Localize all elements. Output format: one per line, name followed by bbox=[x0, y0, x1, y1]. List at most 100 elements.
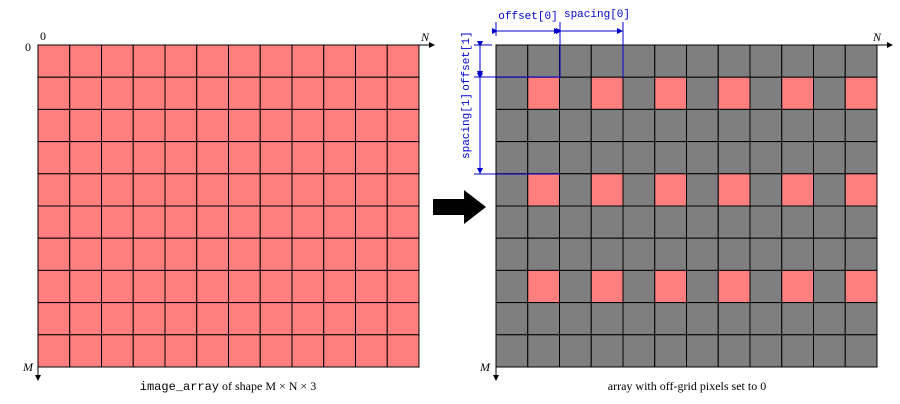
pixel-on-cell bbox=[717, 173, 751, 207]
pixel-on-cell bbox=[386, 173, 420, 207]
pixel-off-cell bbox=[622, 237, 656, 271]
pixel-off-cell bbox=[749, 334, 783, 368]
pixel-off-cell bbox=[495, 237, 529, 271]
pixel-off-cell bbox=[622, 76, 656, 110]
pixel-off-cell bbox=[622, 269, 656, 304]
pixel-on-cell bbox=[291, 302, 325, 336]
pixel-off-cell bbox=[813, 44, 846, 78]
pixel-on-cell bbox=[323, 76, 356, 110]
pixel-off-cell bbox=[844, 205, 878, 239]
right-arrow-icon bbox=[433, 190, 486, 224]
pixel-off-cell bbox=[686, 269, 719, 304]
pixel-on-cell bbox=[323, 237, 356, 271]
pixel-on-cell bbox=[37, 334, 71, 368]
pixel-off-cell bbox=[813, 108, 846, 143]
pixel-off-cell bbox=[781, 334, 814, 368]
pixel-off-cell bbox=[781, 205, 814, 239]
pixel-on-cell bbox=[69, 237, 102, 271]
pixel-on-cell bbox=[590, 269, 624, 304]
pixel-off-cell bbox=[781, 108, 814, 143]
left-pixel-grid bbox=[37, 44, 420, 368]
pixel-off-cell bbox=[686, 205, 719, 239]
pixel-off-cell bbox=[781, 237, 814, 271]
pixel-on-cell bbox=[323, 141, 356, 175]
pixel-on-cell bbox=[291, 205, 325, 239]
pixel-on-cell bbox=[527, 269, 560, 304]
pixel-on-cell bbox=[590, 173, 624, 207]
pixel-off-cell bbox=[559, 108, 592, 143]
pixel-on-cell bbox=[164, 334, 198, 368]
pixel-on-cell bbox=[781, 269, 814, 304]
pixel-on-cell bbox=[291, 237, 325, 271]
pixel-on-cell bbox=[527, 173, 560, 207]
pixel-on-cell bbox=[259, 334, 293, 368]
pixel-on-cell bbox=[386, 302, 420, 336]
pixel-on-cell bbox=[590, 76, 624, 110]
pixel-on-cell bbox=[101, 205, 134, 239]
pixel-off-cell bbox=[654, 237, 687, 271]
pixel-off-cell bbox=[686, 141, 719, 175]
pixel-off-cell bbox=[749, 44, 783, 78]
pixel-on-cell bbox=[228, 334, 261, 368]
pixel-on-cell bbox=[228, 237, 261, 271]
pixel-on-cell bbox=[781, 76, 814, 110]
offset-spacing-annotations bbox=[474, 22, 624, 175]
pixel-off-cell bbox=[622, 108, 656, 143]
pixel-on-cell bbox=[844, 173, 878, 207]
pixel-on-cell bbox=[132, 173, 166, 207]
pixel-off-cell bbox=[559, 269, 592, 304]
pixel-on-cell bbox=[69, 173, 102, 207]
left-caption-code: image_array bbox=[140, 380, 219, 394]
pixel-off-cell bbox=[622, 141, 656, 175]
pixel-off-cell bbox=[495, 269, 529, 304]
pixel-off-cell bbox=[749, 173, 783, 207]
pixel-on-cell bbox=[228, 44, 261, 78]
pixel-on-cell bbox=[259, 141, 293, 175]
pixel-on-cell bbox=[291, 173, 325, 207]
pixel-off-cell bbox=[559, 76, 592, 110]
pixel-on-cell bbox=[101, 334, 134, 368]
offset-y-label: offset[1] bbox=[461, 31, 473, 90]
pixel-on-cell bbox=[355, 334, 388, 368]
pixel-on-cell bbox=[132, 205, 166, 239]
pixel-off-cell bbox=[559, 44, 592, 78]
pixel-on-cell bbox=[291, 141, 325, 175]
pixel-on-cell bbox=[527, 76, 560, 110]
pixel-off-cell bbox=[654, 205, 687, 239]
pixel-off-cell bbox=[813, 76, 846, 110]
pixel-on-cell bbox=[132, 302, 166, 336]
pixel-on-cell bbox=[844, 76, 878, 110]
pixel-off-cell bbox=[781, 302, 814, 336]
pixel-off-cell bbox=[686, 76, 719, 110]
pixel-off-cell bbox=[590, 141, 624, 175]
pixel-on-cell bbox=[132, 141, 166, 175]
left-caption: image_array of shape M × N × 3 bbox=[140, 379, 316, 394]
pixel-off-cell bbox=[717, 334, 751, 368]
pixel-off-cell bbox=[527, 237, 560, 271]
pixel-on-cell bbox=[164, 141, 198, 175]
pixel-on-cell bbox=[717, 76, 751, 110]
pixel-on-cell bbox=[323, 173, 356, 207]
pixel-off-cell bbox=[527, 334, 560, 368]
pixel-off-cell bbox=[717, 108, 751, 143]
pixel-off-cell bbox=[813, 334, 846, 368]
pixel-off-cell bbox=[686, 173, 719, 207]
pixel-off-cell bbox=[781, 44, 814, 78]
pixel-on-cell bbox=[164, 76, 198, 110]
pixel-on-cell bbox=[196, 205, 229, 239]
pixel-off-cell bbox=[559, 141, 592, 175]
left-axis-y-label: M bbox=[22, 360, 34, 374]
left-origin-label-top: 0 bbox=[40, 29, 46, 43]
pixel-on-cell bbox=[355, 173, 388, 207]
pixel-on-cell bbox=[355, 44, 388, 78]
pixel-on-cell bbox=[654, 173, 687, 207]
pixel-off-cell bbox=[622, 302, 656, 336]
pixel-off-cell bbox=[559, 173, 592, 207]
pixel-off-cell bbox=[559, 302, 592, 336]
pixel-on-cell bbox=[323, 334, 356, 368]
pixel-on-cell bbox=[291, 108, 325, 143]
pixel-on-cell bbox=[101, 44, 134, 78]
pixel-on-cell bbox=[228, 205, 261, 239]
pixel-off-cell bbox=[813, 173, 846, 207]
pixel-on-cell bbox=[132, 108, 166, 143]
